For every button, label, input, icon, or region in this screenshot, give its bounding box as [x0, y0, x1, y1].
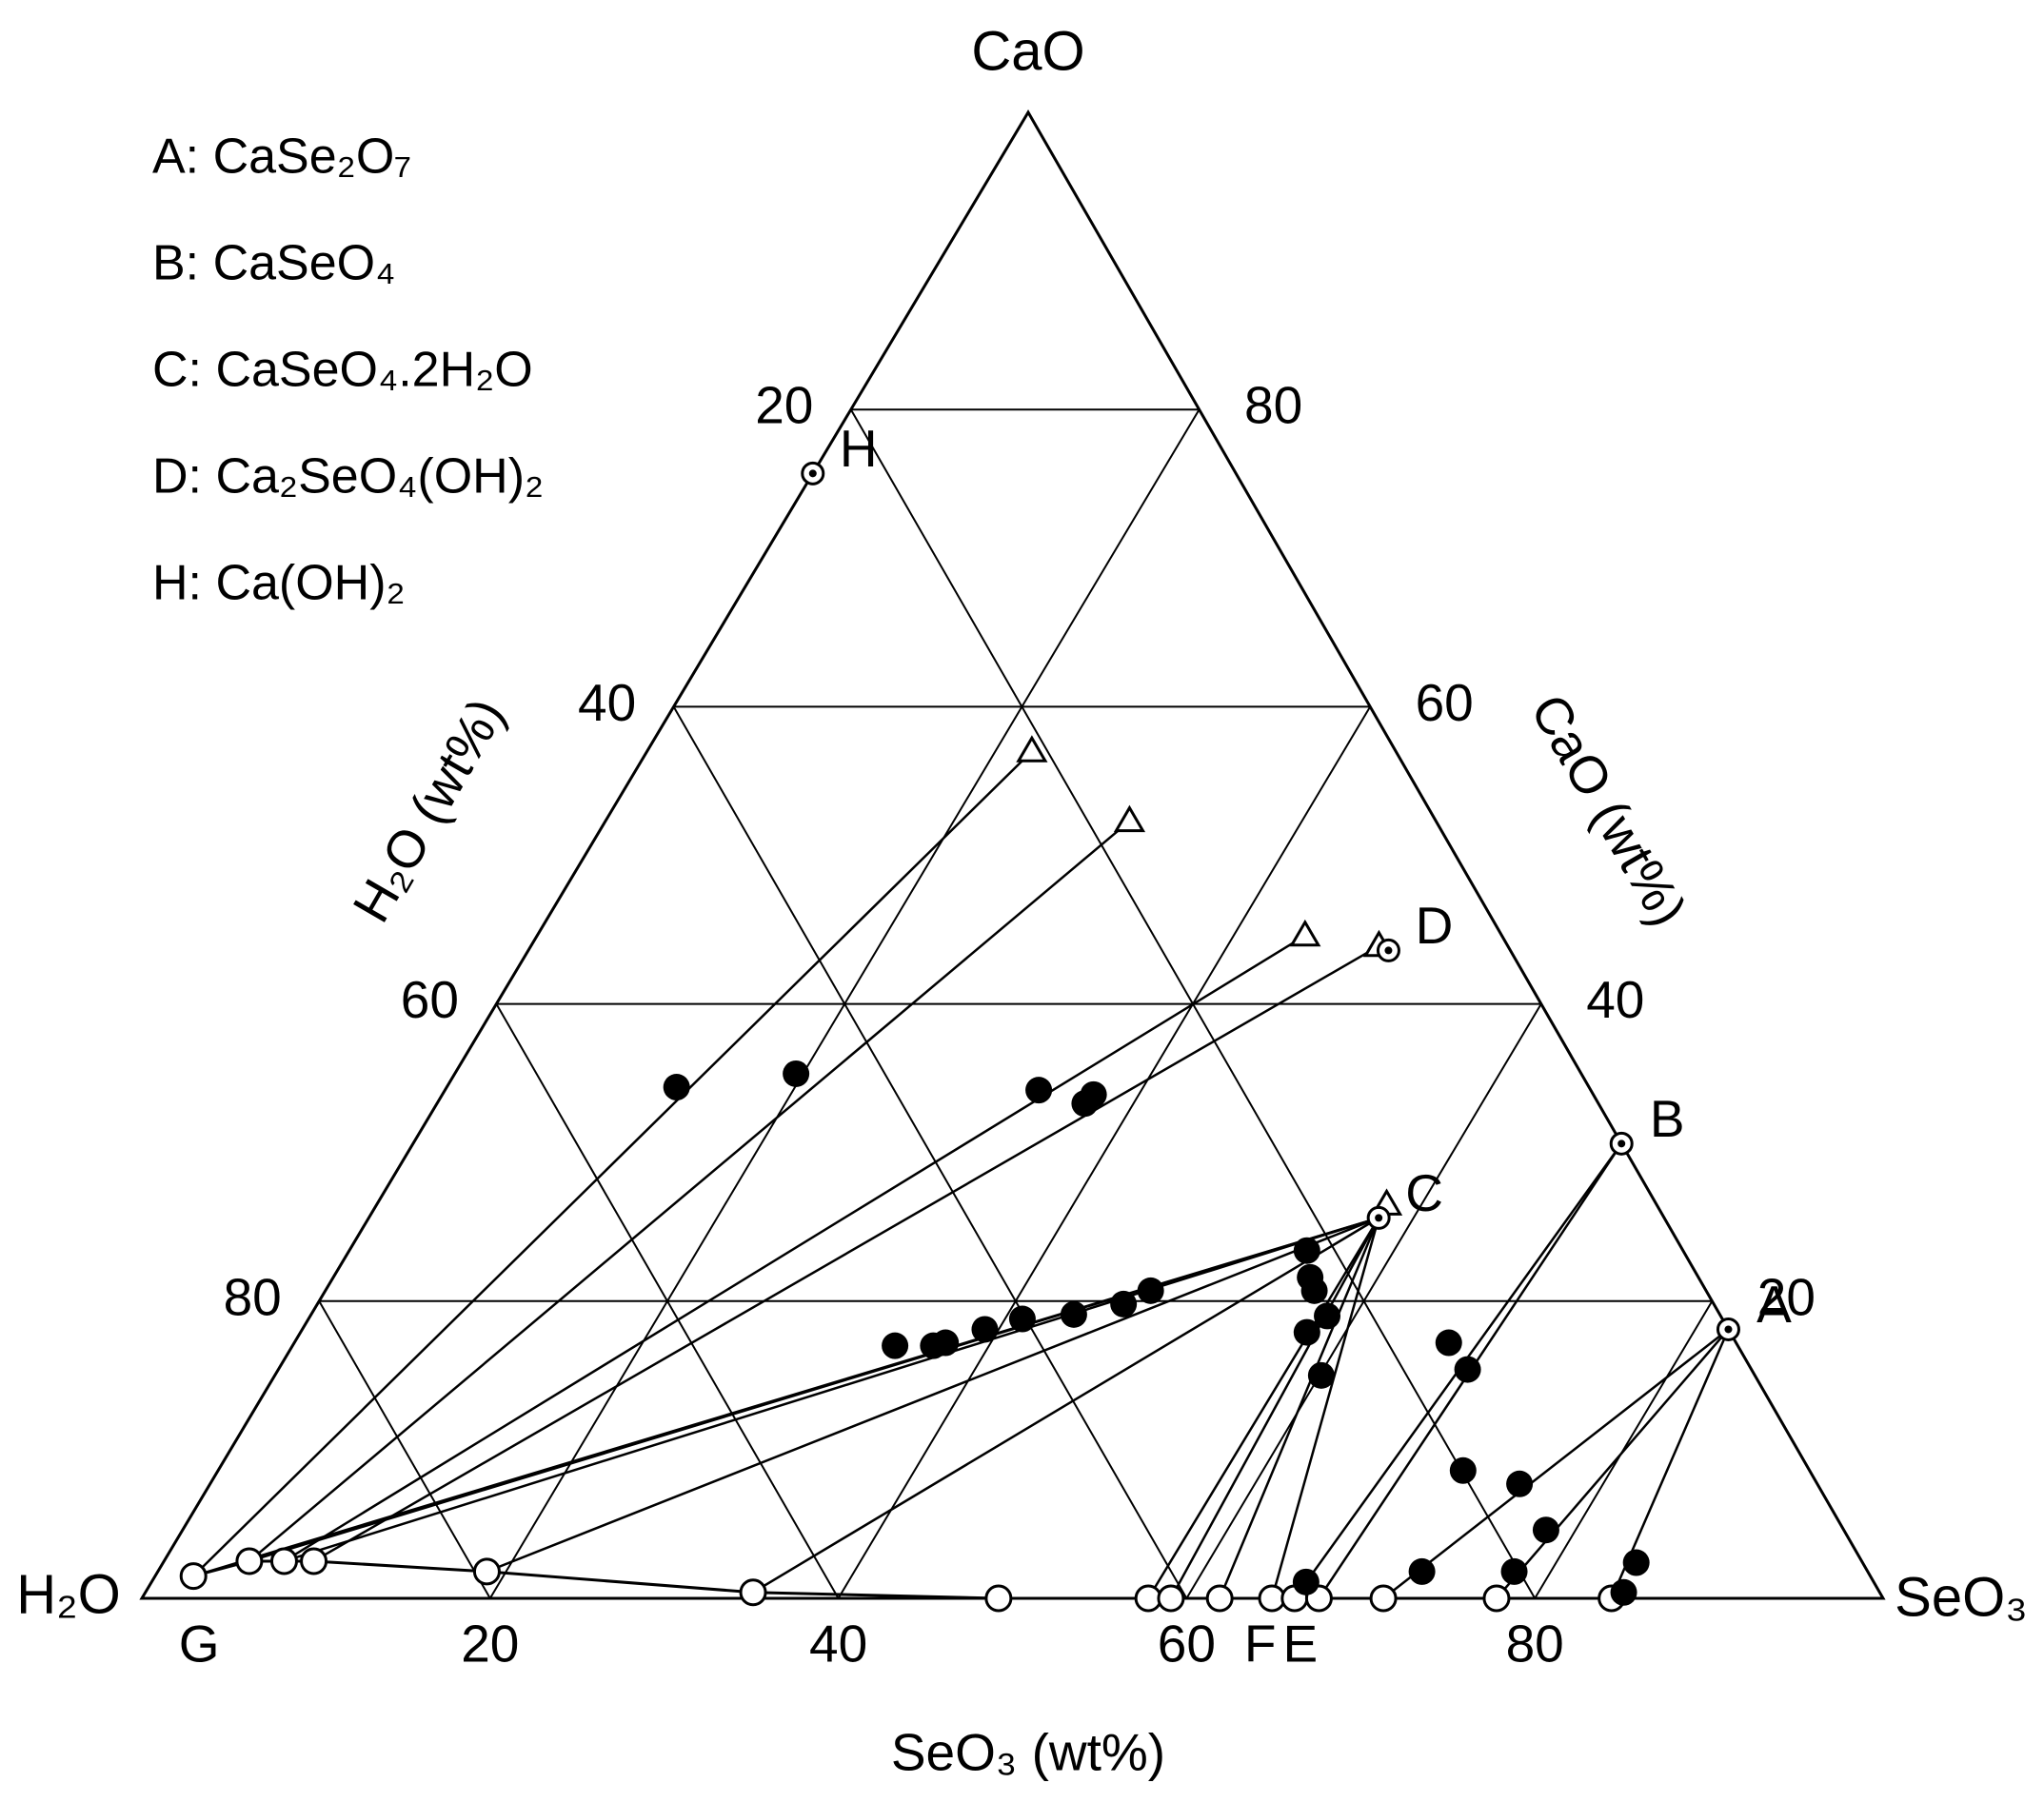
residue-point: [1500, 1557, 1528, 1585]
tick-label: 80: [1506, 1615, 1564, 1674]
tick-label: 40: [578, 673, 636, 732]
tie-line: [284, 1217, 1379, 1563]
liquid-point: [1369, 1584, 1398, 1613]
liquid-point: [984, 1584, 1013, 1613]
tick-label: 20: [1757, 1267, 1816, 1326]
tick-label: 40: [1586, 970, 1644, 1029]
residue-point: [1408, 1557, 1436, 1585]
residue-point: [1293, 1318, 1320, 1346]
liquid-point: [1258, 1584, 1286, 1613]
point-label: A: [1756, 1275, 1792, 1334]
residue-point: [1307, 1361, 1335, 1389]
grid-line: [837, 705, 1372, 1599]
residue-point: [1008, 1305, 1036, 1333]
liquid-point: [235, 1547, 264, 1575]
residue-point: [783, 1060, 810, 1087]
point-label: D: [1416, 896, 1454, 955]
residue-point: [1137, 1277, 1164, 1304]
residue-point: [1454, 1356, 1481, 1383]
liquidus-line: [192, 1559, 1612, 1600]
tick-label: 60: [1158, 1615, 1216, 1674]
compound-dot: [1375, 1214, 1383, 1222]
tie-line: [312, 944, 1380, 1563]
tie-line: [192, 750, 1033, 1577]
grid-line: [672, 705, 1188, 1599]
tie-line: [1147, 1217, 1380, 1599]
legend-entry: C: CaSeO₄.2H₂O: [152, 343, 533, 398]
point-label: G: [179, 1615, 220, 1674]
residue-point: [1506, 1470, 1534, 1497]
liquid-point: [1205, 1584, 1234, 1613]
legend-entry: D: Ca₂SeO₄(OH)₂: [152, 449, 544, 505]
tie-line: [283, 934, 1306, 1563]
axis-title: SeO₃ (wt%): [891, 1723, 1165, 1782]
tick-label: 80: [224, 1267, 282, 1326]
tie-line: [1169, 1217, 1380, 1599]
tie-line: [248, 820, 1131, 1562]
residue-point: [882, 1332, 909, 1359]
legend-entry: A: CaSe₂O₇: [152, 129, 411, 185]
residue-point: [1292, 1568, 1320, 1595]
liquid-point: [1134, 1584, 1162, 1613]
solid-point: [1113, 804, 1146, 833]
residue-point: [1060, 1300, 1087, 1328]
tie-line: [752, 1217, 1379, 1594]
liquid-point: [300, 1547, 328, 1575]
tie-line: [248, 1217, 1379, 1563]
solid-point: [1016, 735, 1048, 763]
legend-entry: H: Ca(OH)₂: [152, 556, 406, 611]
grid-line: [318, 1300, 491, 1599]
tie-line: [1496, 1328, 1730, 1599]
point-label: C: [1405, 1163, 1443, 1222]
residue-point: [1080, 1080, 1107, 1108]
point-label: H: [840, 419, 878, 478]
liquid-point: [739, 1578, 767, 1607]
residue-point: [1532, 1516, 1559, 1544]
residue-point: [1610, 1578, 1637, 1606]
residue-point: [1293, 1237, 1320, 1264]
compound-dot: [1384, 946, 1393, 955]
residue-point: [932, 1329, 960, 1357]
compound-dot: [1617, 1139, 1626, 1148]
compound-dot: [808, 469, 817, 478]
vertex-label: SeO₃: [1895, 1566, 2028, 1628]
tick-label: 60: [1416, 673, 1474, 732]
axis-title: H₂O (wt%): [341, 688, 516, 932]
liquid-point: [1157, 1584, 1185, 1613]
tick-label: 40: [809, 1615, 867, 1674]
point-label: E: [1282, 1615, 1318, 1674]
tick-label: 80: [1244, 376, 1302, 435]
liquid-point: [269, 1547, 298, 1575]
residue-point: [1300, 1277, 1328, 1304]
residue-point: [1622, 1549, 1650, 1576]
tick-label: 20: [755, 376, 813, 435]
tie-line: [1218, 1217, 1380, 1599]
residue-point: [1110, 1290, 1138, 1318]
grid-line: [495, 1003, 840, 1599]
legend-entry: B: CaSeO₄: [152, 236, 395, 291]
tie-line: [1382, 1328, 1730, 1599]
liquid-point: [1482, 1584, 1511, 1613]
liquid-point: [472, 1557, 501, 1586]
tie-line: [486, 1217, 1379, 1574]
residue-point: [663, 1074, 690, 1101]
tick-label: 20: [461, 1615, 519, 1674]
tick-label: 60: [401, 970, 459, 1029]
residue-point: [1435, 1329, 1462, 1357]
vertex-label: CaO: [971, 20, 1084, 82]
residue-point: [1025, 1077, 1053, 1104]
liquid-point: [179, 1562, 208, 1591]
vertex-label: H₂O: [16, 1563, 121, 1625]
tie-line: [1270, 1218, 1380, 1599]
axis-title: CaO (wt%): [1519, 684, 1698, 936]
residue-point: [971, 1316, 999, 1343]
residue-point: [1449, 1456, 1477, 1484]
compound-dot: [1724, 1325, 1733, 1334]
point-label: B: [1650, 1089, 1685, 1148]
residue-point: [1314, 1302, 1341, 1330]
solid-point: [1289, 919, 1321, 947]
point-label: F: [1244, 1615, 1277, 1674]
